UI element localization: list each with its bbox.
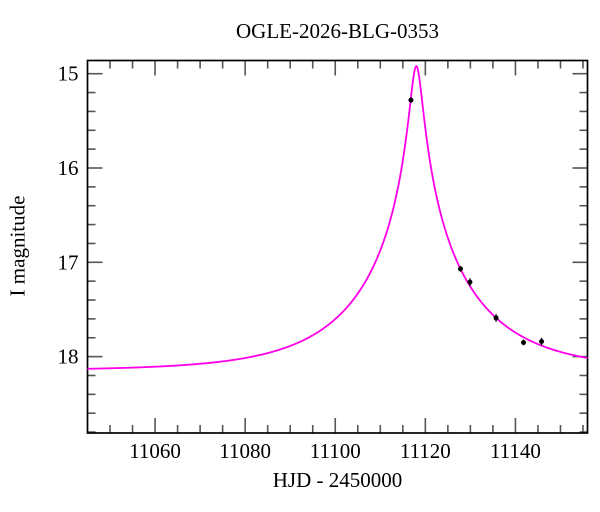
data-point	[457, 266, 463, 272]
data-point	[408, 97, 414, 103]
y-tick-label: 17	[58, 250, 79, 274]
x-tick-label: 11140	[490, 439, 541, 463]
data-point	[493, 315, 499, 321]
data-point	[467, 279, 473, 285]
model-curve	[87, 65, 588, 370]
y-tick-label: 15	[58, 62, 79, 86]
x-tick-label: 11100	[310, 439, 361, 463]
data-point	[521, 339, 527, 345]
data-point	[539, 339, 545, 345]
chart-title: OGLE-2026-BLG-0353	[236, 19, 439, 43]
y-tick-label: 18	[58, 345, 79, 369]
plot-border	[86, 59, 589, 434]
x-tick-label: 11060	[129, 439, 181, 463]
x-tick-label: 11120	[400, 439, 451, 463]
x-axis-label: HJD - 2450000	[272, 468, 403, 492]
x-tick-label: 11080	[219, 439, 271, 463]
y-tick-label: 16	[58, 156, 79, 180]
